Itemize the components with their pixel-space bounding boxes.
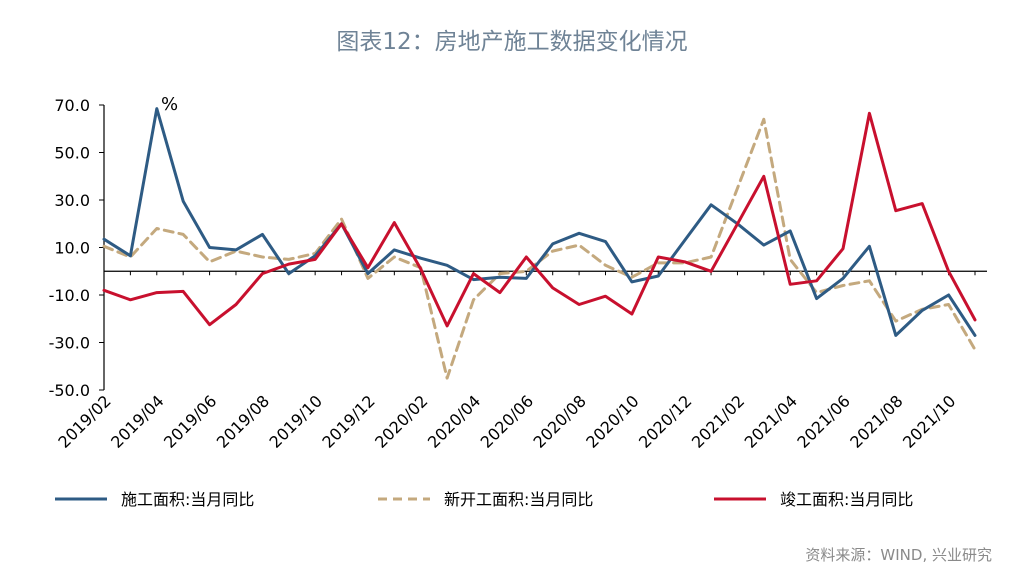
legend-label-1: 施工面积:当月同比 [121, 490, 254, 509]
x-tick-label: 2019/08 [213, 391, 273, 451]
y-tick-label: 50.0 [54, 144, 90, 163]
x-tick-label: 2019/02 [54, 391, 114, 451]
x-tick-label: 2020/04 [424, 391, 484, 451]
x-tick-label: 2019/06 [160, 391, 220, 451]
x-tick-label: 2020/08 [529, 391, 589, 451]
legend-label-3: 竣工面积:当月同比 [780, 490, 913, 509]
chart-title: 图表12：房地产施工数据变化情况 [336, 29, 688, 55]
x-tick-label: 2019/04 [107, 391, 167, 451]
y-tick-label: 30.0 [54, 191, 90, 210]
y-tick-label: 10.0 [54, 239, 90, 258]
series-line-1 [102, 107, 977, 337]
legend-label-2: 新开工面积:当月同比 [444, 490, 593, 509]
legend: 施工面积:当月同比 新开工面积:当月同比 竣工面积:当月同比 [55, 490, 913, 509]
x-tick-label: 2021/06 [793, 391, 853, 451]
series-line-3 [102, 111, 977, 328]
x-tick-label: 2021/10 [899, 391, 959, 451]
x-tick-label: 2020/06 [477, 391, 537, 451]
x-tick-label: 2020/10 [582, 391, 642, 451]
y-unit-label: % [161, 94, 178, 115]
y-tick-label: -50.0 [49, 381, 90, 400]
y-tick-label: -10.0 [49, 286, 90, 305]
x-tick-label: 2020/12 [635, 391, 695, 451]
y-tick-label: 70.0 [54, 96, 90, 115]
series-layer [102, 107, 977, 380]
y-tick-label: -30.0 [49, 334, 90, 353]
source-note: 资料来源：WIND, 兴业研究 [805, 546, 992, 564]
x-tick-label: 2020/02 [371, 391, 431, 451]
x-tick-label: 2021/08 [846, 391, 906, 451]
x-tick-label: 2019/10 [266, 391, 326, 451]
x-tick-label: 2021/02 [688, 391, 748, 451]
x-tick-label: 2021/04 [741, 391, 801, 451]
x-tick-label: 2019/12 [318, 391, 378, 451]
